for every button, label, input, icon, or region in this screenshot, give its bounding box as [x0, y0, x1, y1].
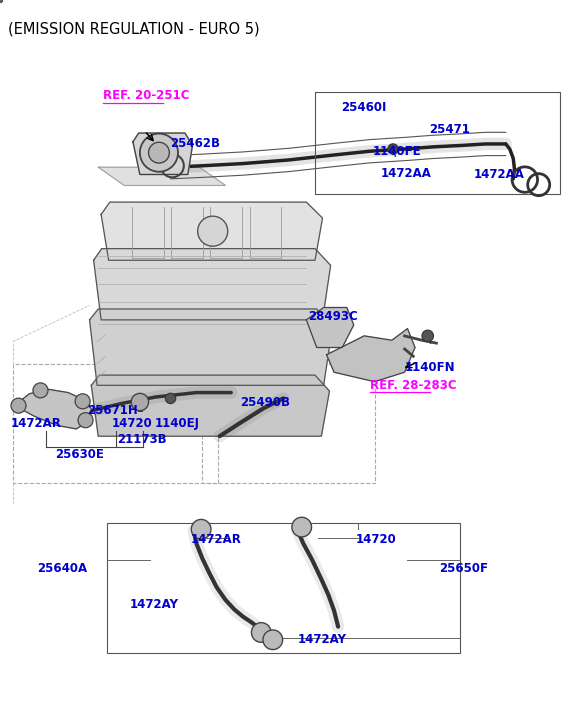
Text: (EMISSION REGULATION - EURO 5): (EMISSION REGULATION - EURO 5) — [8, 22, 260, 37]
Text: 25650F: 25650F — [439, 562, 488, 575]
Text: 25460I: 25460I — [341, 101, 387, 114]
Polygon shape — [90, 309, 332, 385]
Text: 1472AA: 1472AA — [474, 168, 525, 181]
Circle shape — [0, 0, 2, 2]
Text: 28493C: 28493C — [308, 310, 358, 323]
Text: 1140EJ: 1140EJ — [155, 417, 200, 430]
Circle shape — [292, 517, 312, 537]
Text: 25462B: 25462B — [171, 137, 221, 150]
Circle shape — [0, 0, 2, 2]
Text: 14720: 14720 — [355, 533, 397, 546]
Text: 25630E: 25630E — [55, 448, 104, 461]
Text: 1472AY: 1472AY — [130, 598, 179, 611]
Text: 25640A: 25640A — [38, 562, 88, 575]
Circle shape — [78, 413, 93, 427]
Polygon shape — [133, 133, 192, 174]
Polygon shape — [91, 375, 329, 436]
Text: REF. 28-283C: REF. 28-283C — [370, 379, 457, 392]
Circle shape — [11, 398, 26, 413]
Text: 1472AY: 1472AY — [298, 633, 347, 646]
Polygon shape — [101, 202, 323, 260]
Text: 1472AR: 1472AR — [10, 417, 61, 430]
Text: 1472AA: 1472AA — [380, 166, 431, 180]
Text: 25471: 25471 — [429, 123, 470, 136]
Circle shape — [33, 383, 48, 398]
Circle shape — [131, 393, 149, 411]
Text: 1140FE: 1140FE — [373, 145, 421, 158]
Circle shape — [165, 393, 176, 403]
Circle shape — [422, 330, 434, 342]
Text: 25671H: 25671H — [87, 404, 138, 417]
Text: 1140FN: 1140FN — [405, 361, 455, 374]
Text: 1472AR: 1472AR — [191, 533, 242, 546]
Bar — [315, 92, 560, 194]
Polygon shape — [94, 249, 331, 320]
Polygon shape — [98, 167, 225, 185]
Polygon shape — [14, 389, 91, 429]
Circle shape — [0, 0, 3, 2]
Text: 14720: 14720 — [112, 417, 153, 430]
Text: REF. 20-251C: REF. 20-251C — [103, 89, 190, 103]
Circle shape — [251, 622, 271, 643]
Text: 25490B: 25490B — [240, 395, 290, 409]
Circle shape — [388, 144, 398, 154]
Circle shape — [140, 134, 178, 172]
Bar — [107, 523, 460, 653]
Circle shape — [75, 394, 90, 409]
Circle shape — [198, 216, 228, 246]
Circle shape — [191, 519, 211, 539]
Circle shape — [263, 630, 283, 650]
Circle shape — [0, 0, 2, 3]
Text: 21173B: 21173B — [117, 433, 166, 446]
Circle shape — [149, 142, 169, 163]
Polygon shape — [327, 329, 415, 382]
Polygon shape — [306, 308, 354, 348]
